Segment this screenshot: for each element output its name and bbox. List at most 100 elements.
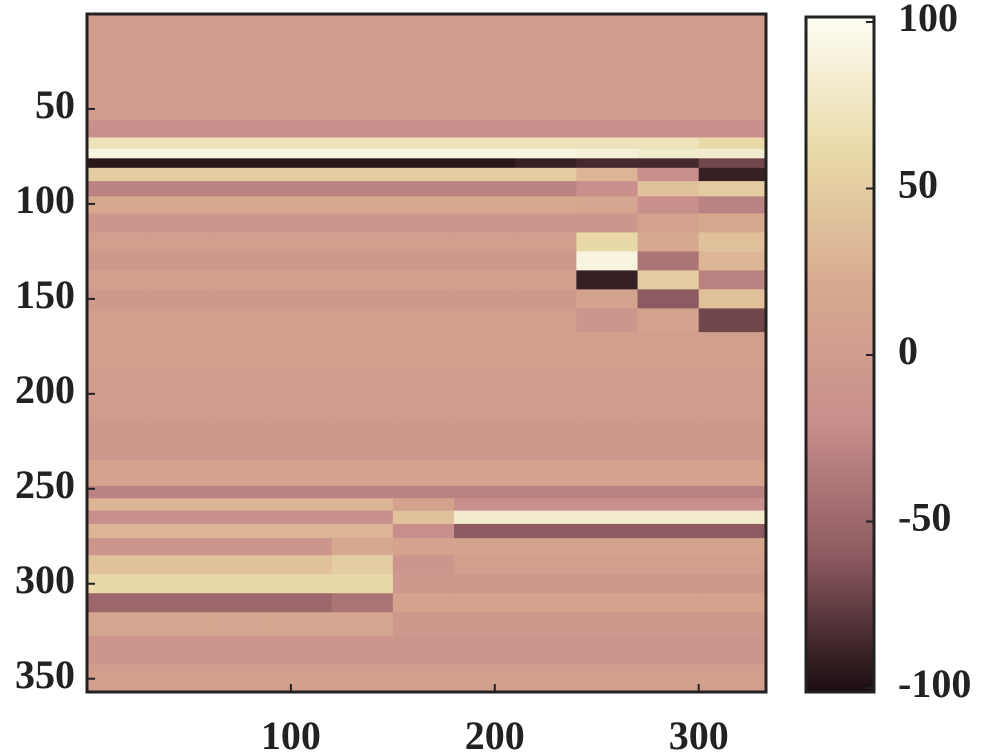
heatmap-cell	[454, 308, 516, 333]
heatmap-cell	[148, 612, 210, 637]
heatmap-cell	[698, 370, 767, 419]
heatmap-cell	[454, 538, 516, 556]
heatmap-cell	[392, 181, 455, 197]
heatmap-cell	[515, 485, 577, 499]
heatmap-cell	[515, 158, 577, 169]
heatmap-cell	[576, 574, 639, 594]
heatmap-cell	[392, 196, 455, 214]
heatmap-cell	[331, 158, 394, 169]
heatmap-cell	[515, 89, 577, 121]
colorbar-tick-label: -100	[898, 661, 971, 706]
heatmap-cell	[515, 498, 577, 512]
heatmap-cell	[576, 270, 639, 290]
heatmap-cell	[331, 167, 394, 182]
heatmap-cell	[87, 332, 149, 371]
heatmap-cell	[698, 417, 767, 461]
heatmap-cell	[331, 635, 394, 665]
heatmap-cell	[148, 251, 210, 271]
heatmap-cell	[637, 196, 700, 214]
heatmap-cell	[331, 370, 394, 419]
heatmap-cell	[209, 270, 272, 290]
heatmap-cell	[209, 460, 272, 487]
heatmap-cell	[637, 370, 700, 419]
heatmap-cell	[331, 89, 394, 121]
heatmap-cell	[454, 555, 516, 575]
heatmap-cell	[515, 370, 577, 419]
heatmap-cell	[209, 89, 272, 121]
heatmap-cell	[87, 270, 149, 290]
heatmap-cell	[331, 148, 394, 159]
heatmap-cell	[209, 332, 272, 371]
heatmap-cell	[331, 664, 394, 693]
heatmap-cell	[576, 181, 639, 197]
heatmap-cell	[637, 14, 700, 53]
heatmap-cell	[454, 89, 516, 121]
heatmap-cell	[331, 593, 394, 613]
heatmap-cell	[148, 370, 210, 419]
heatmap-cell	[270, 196, 333, 214]
heatmap-cell	[515, 332, 577, 371]
heatmap-cell	[87, 612, 149, 637]
heatmap-cell	[392, 538, 455, 556]
heatmap-cell	[454, 332, 516, 371]
heatmap-cell	[87, 89, 149, 121]
heatmap-cell	[331, 538, 394, 556]
heatmap-cell	[209, 148, 272, 159]
heatmap-cell	[392, 574, 455, 594]
heatmap-cell	[148, 158, 210, 169]
heatmap-cell	[331, 120, 394, 138]
heatmap-cell	[392, 289, 455, 309]
heatmap-cell	[270, 370, 333, 419]
heatmap-cell	[698, 498, 767, 512]
heatmap-cell	[270, 332, 333, 371]
heatmap-cell	[87, 51, 149, 91]
y-tick-label: 250	[15, 462, 75, 507]
heatmap-cell	[87, 213, 149, 233]
heatmap-cell	[392, 332, 455, 371]
heatmap-cell	[148, 137, 210, 150]
heatmap-cell	[454, 51, 516, 91]
heatmap-cell	[698, 538, 767, 556]
heatmap-cell	[270, 251, 333, 271]
heatmap-cell	[209, 120, 272, 138]
heatmap-cell	[637, 289, 700, 309]
heatmap-cell	[331, 498, 394, 512]
heatmap-cell	[698, 574, 767, 594]
heatmap-cell	[270, 593, 333, 613]
heatmap-cell	[209, 213, 272, 233]
heatmap-cell	[576, 664, 639, 693]
heatmap-cell	[576, 460, 639, 487]
heatmap-cell	[209, 538, 272, 556]
heatmap-cell	[209, 555, 272, 575]
heatmap-cell	[87, 289, 149, 309]
heatmap-cell	[392, 270, 455, 290]
x-tick-label: 200	[465, 713, 525, 753]
heatmap-cell	[576, 251, 639, 271]
heatmap-cell	[148, 120, 210, 138]
heatmap-cell	[209, 485, 272, 499]
heatmap-cell	[87, 664, 149, 693]
heatmap-cell	[576, 510, 639, 525]
x-tick-label: 100	[261, 713, 321, 753]
heatmap-cell	[148, 14, 210, 53]
heatmap-cell	[148, 460, 210, 487]
heatmap-cell	[392, 148, 455, 159]
heatmap-cell	[698, 196, 767, 214]
heatmap-cell	[637, 510, 700, 525]
heatmap-cell	[637, 417, 700, 461]
heatmap-cell	[87, 167, 149, 182]
heatmap-cell	[515, 137, 577, 150]
heatmap-cell	[515, 555, 577, 575]
plot-frame	[85, 12, 768, 694]
heatmap-cell	[454, 289, 516, 309]
heatmap-cell	[87, 370, 149, 419]
heatmap-cell	[576, 498, 639, 512]
heatmap-cell	[270, 289, 333, 309]
heatmap-cell	[392, 14, 455, 53]
heatmap-cell	[576, 612, 639, 637]
heatmap-cell	[515, 593, 577, 613]
heatmap-cell	[454, 485, 516, 499]
heatmap-cell	[331, 137, 394, 150]
heatmap-cell	[270, 89, 333, 121]
heatmap-cell	[454, 137, 516, 150]
